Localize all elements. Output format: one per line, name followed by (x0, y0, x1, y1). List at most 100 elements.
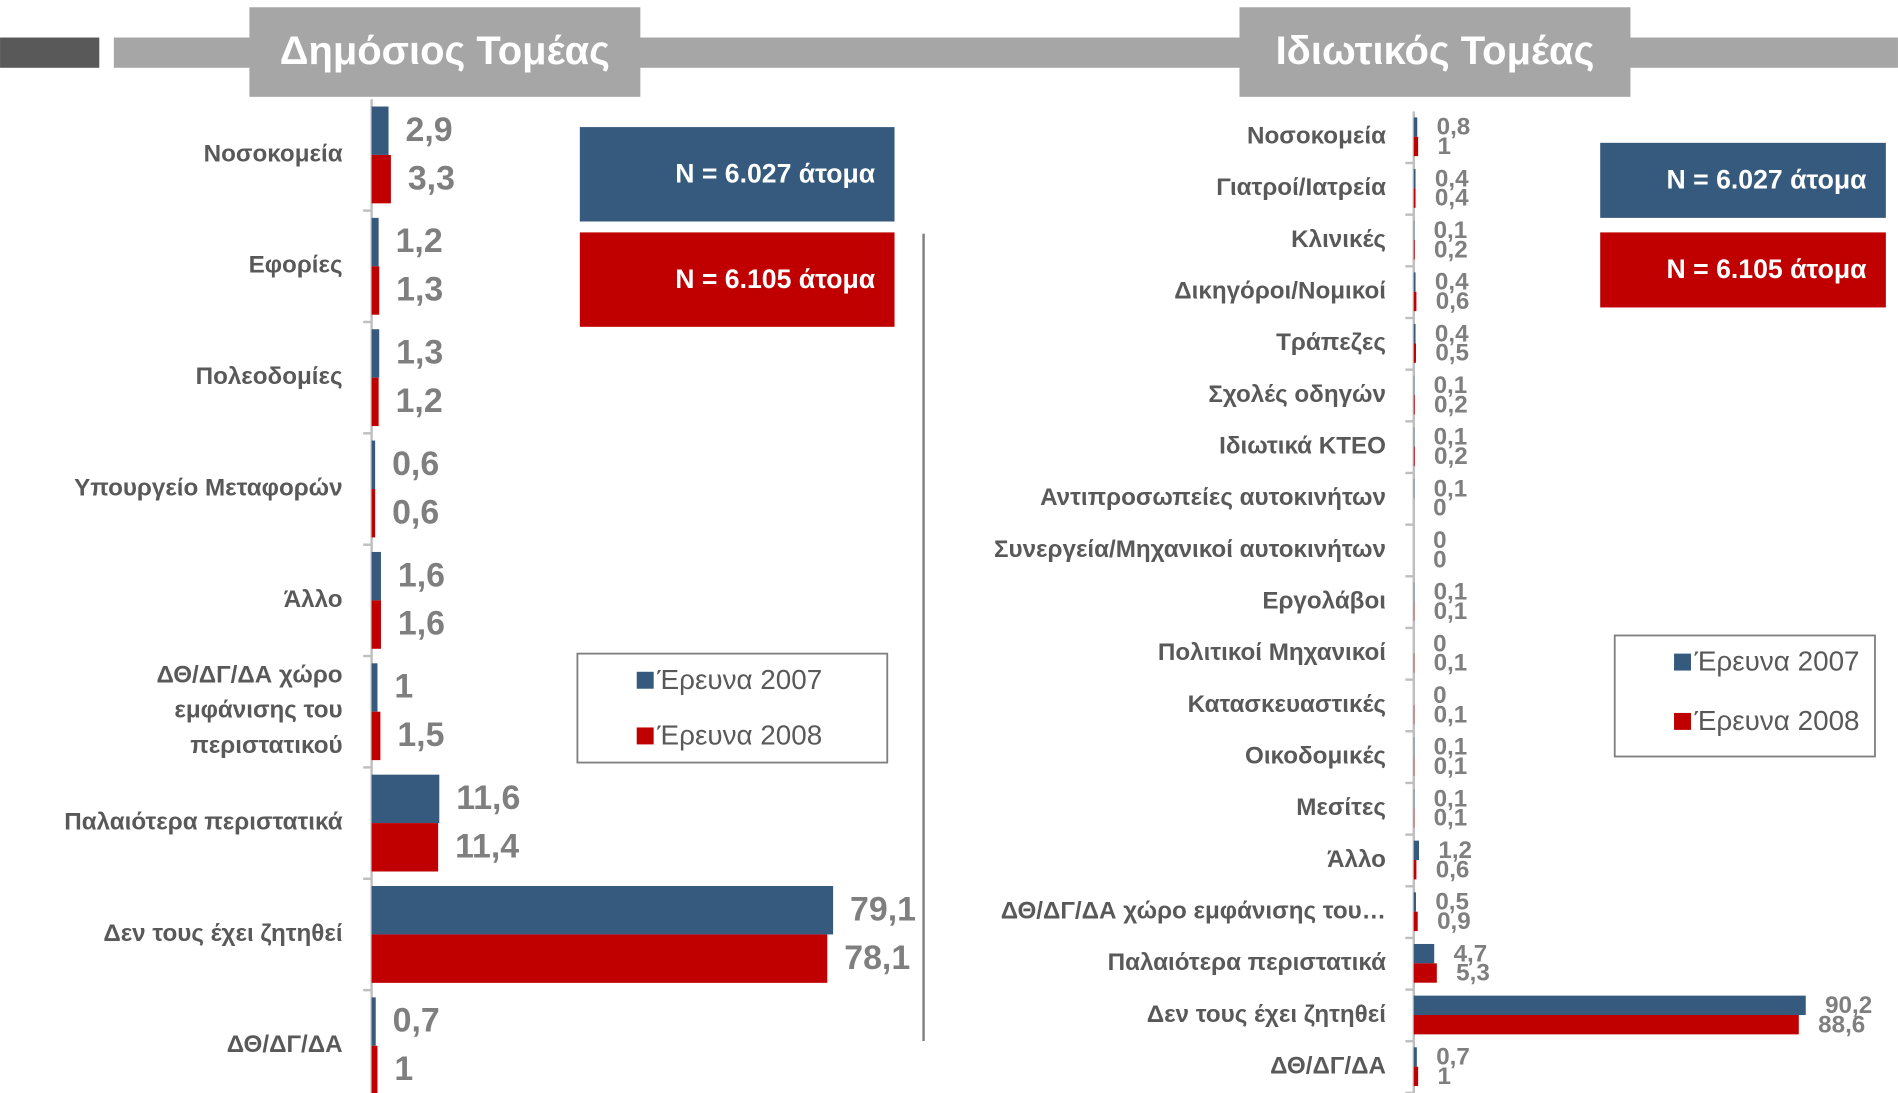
legend-label: Έρευνα 2008 (656, 719, 822, 750)
bar (371, 489, 376, 538)
value-label: 0,4 (1435, 320, 1469, 347)
bar (371, 934, 828, 983)
legend-swatch (1674, 712, 1691, 730)
bar (1413, 291, 1417, 312)
category-label: Οικοδομικές (1245, 743, 1386, 770)
value-label: 0,9 (1437, 908, 1471, 935)
value-label: 0,8 (1437, 114, 1471, 141)
value-label: 0,1 (1434, 217, 1468, 244)
bar (1413, 892, 1416, 912)
bar (1413, 188, 1416, 208)
bar (1413, 272, 1416, 292)
value-label: 1,6 (398, 556, 445, 594)
bar (1413, 1066, 1419, 1087)
value-label: 0,1 (1434, 424, 1468, 451)
value-label: 0,1 (1434, 475, 1468, 502)
bar (371, 266, 380, 315)
value-label: 0,1 (1434, 701, 1468, 728)
legend-label: Έρευνα 2007 (1694, 646, 1860, 677)
value-label: 1 (394, 1050, 413, 1088)
value-label: 0,7 (393, 1002, 440, 1040)
value-label: 1 (1438, 1063, 1451, 1090)
value-label: 5,3 (1456, 960, 1490, 987)
bar (371, 600, 381, 649)
sample-box (1600, 142, 1886, 218)
sample-box (579, 127, 895, 222)
value-label: 0,2 (1434, 236, 1468, 263)
category-label: Τράπεζες (1276, 329, 1386, 356)
category-label: Υπουργείο Μεταφορών (74, 474, 342, 501)
value-label: 2,9 (405, 111, 452, 149)
value-label: 1,2 (396, 222, 443, 260)
value-label: 0,1 (1434, 753, 1468, 780)
value-label: 1,6 (398, 605, 445, 643)
legend-box (1613, 634, 1876, 758)
category-label: Δεν τους έχει ζητηθεί (103, 920, 342, 947)
value-label: 11,6 (456, 779, 520, 817)
category-label: Αντιπροσωπείες αυτοκινήτων (1040, 484, 1386, 511)
value-label: 0,4 (1435, 185, 1469, 212)
legend-swatch (1674, 653, 1691, 671)
value-label: 0,1 (1434, 598, 1468, 625)
bar (371, 663, 378, 712)
value-label: 0,6 (392, 493, 439, 531)
value-label: 0 (1433, 682, 1446, 709)
legend-box (576, 652, 889, 764)
category-label: Παλαιότερα περιστατικά (1108, 949, 1386, 976)
bar (371, 377, 379, 427)
category-label: ΔΘ/ΔΓ/ΔΑ χώρο εμφάνισης του… (1001, 897, 1386, 924)
bar (371, 551, 381, 601)
value-label: 0,5 (1435, 340, 1469, 367)
category-label: ΔΘ/ΔΓ/ΔΑ (227, 1031, 343, 1058)
bar (1413, 963, 1437, 983)
value-label: 1,5 (397, 716, 444, 754)
bar (371, 774, 440, 824)
category-label: Σχολές οδηγών (1208, 381, 1386, 408)
bar (1413, 911, 1418, 932)
bar (371, 329, 380, 378)
value-label: 1,2 (1438, 837, 1472, 864)
category-label: Συνεργεία/Μηχανικοί αυτοκινήτων (994, 536, 1386, 563)
category-label: Κατασκευαστικές (1188, 691, 1386, 718)
value-label: 1 (394, 668, 413, 706)
value-label: 0 (1433, 546, 1446, 573)
value-label: 0 (1433, 630, 1446, 657)
value-label: 0,4 (1435, 165, 1469, 192)
bar (371, 711, 381, 761)
category-label: Εφορίες (249, 252, 343, 279)
chart-title: Ιδιωτικός Τομέας (1276, 29, 1595, 73)
bar (1413, 240, 1415, 260)
legend-label: Έρευνα 2008 (1694, 705, 1860, 736)
value-label: 1,3 (396, 271, 443, 309)
value-label: 11,4 (455, 827, 519, 865)
category-label: Γιατροί/Ιατρεία (1216, 174, 1386, 201)
bar (371, 823, 439, 872)
legend-swatch (636, 727, 654, 745)
value-label: 4,7 (1454, 940, 1488, 967)
sample-note: N = 6.027 άτομα (675, 159, 876, 189)
category-label: ΔΘ/ΔΓ/ΔΑ (1270, 1052, 1386, 1079)
title-box (1239, 7, 1631, 97)
value-label: 0,1 (1434, 785, 1468, 812)
value-label: 0,6 (392, 445, 439, 483)
bar (1413, 1047, 1417, 1067)
category-label: Άλλο (1327, 846, 1386, 873)
value-label: 88,6 (1818, 1011, 1865, 1038)
category-label: Νοσοκομεία (204, 140, 343, 167)
sample-box (1600, 232, 1886, 308)
value-label: 3,3 (408, 159, 455, 197)
value-label: 79,1 (850, 890, 916, 928)
value-label: 0,1 (1434, 650, 1468, 677)
sample-box (579, 232, 895, 327)
value-label: 0,1 (1434, 805, 1468, 832)
legend-label: Έρευνα 2007 (656, 664, 822, 695)
value-label: 1,2 (396, 382, 443, 420)
value-label: 0,1 (1434, 372, 1468, 399)
bar (1413, 343, 1416, 363)
bar (1413, 840, 1420, 861)
value-label: 0,7 (1436, 1044, 1470, 1071)
value-label: 0,6 (1436, 288, 1470, 315)
bar (371, 997, 376, 1046)
bar (1413, 995, 1806, 1016)
